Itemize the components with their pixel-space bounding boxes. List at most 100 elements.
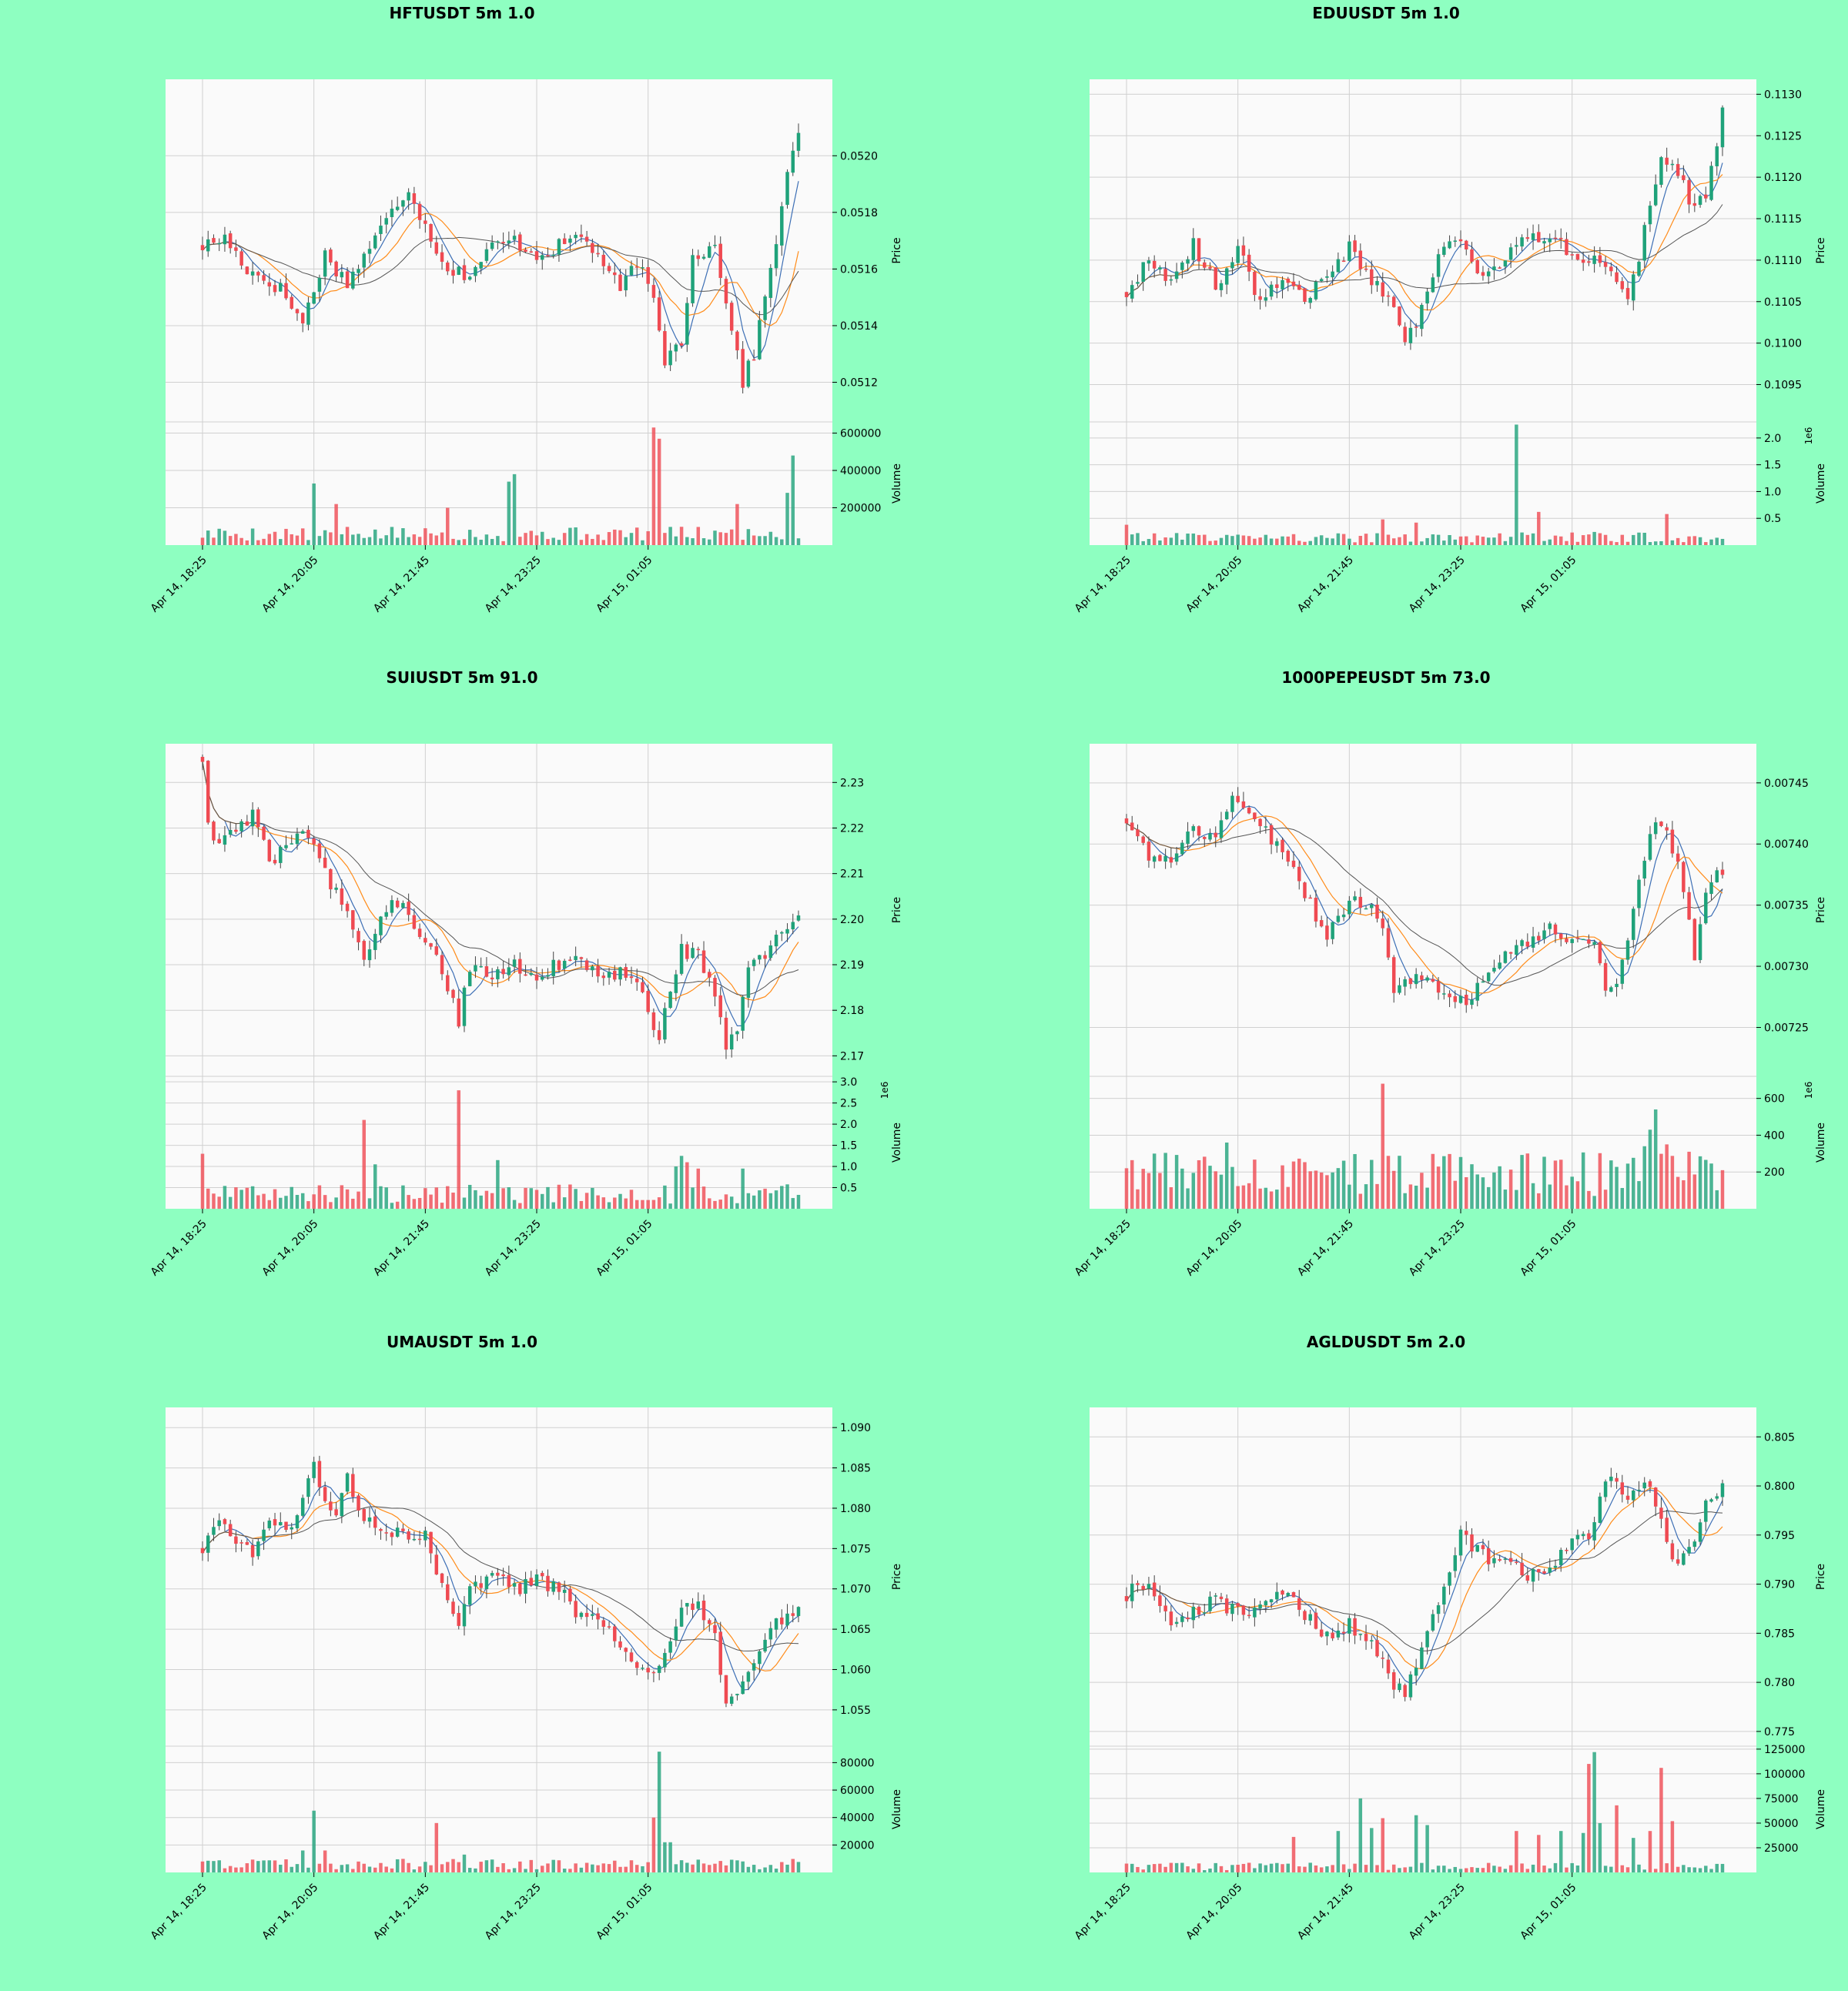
volume-axis-label: Volume — [1815, 463, 1827, 504]
volume-bar — [1136, 1866, 1140, 1872]
candle-body — [440, 1573, 444, 1584]
candle-body — [1264, 297, 1268, 301]
volume-bar — [1548, 1868, 1552, 1872]
candle-body — [479, 1583, 483, 1588]
volume-bar — [1420, 1862, 1424, 1872]
volume-bar — [1720, 1170, 1725, 1209]
candle-body — [1341, 914, 1346, 918]
candle-body — [624, 967, 628, 978]
volume-bar — [245, 1187, 249, 1209]
candle-body — [641, 982, 644, 992]
candle-body — [763, 296, 767, 320]
candle-body — [634, 1661, 639, 1668]
candle-body — [607, 972, 611, 978]
volume-bar — [1136, 1189, 1140, 1209]
candle-body — [1453, 996, 1458, 1002]
volume-bar — [1575, 541, 1580, 545]
candle-body — [1558, 237, 1563, 239]
candle-body — [1481, 1544, 1485, 1550]
candle-body — [267, 839, 272, 862]
candle-body — [641, 1668, 644, 1669]
volume-bar — [501, 540, 505, 545]
volume-bar — [329, 1863, 333, 1872]
volume-bar — [284, 1196, 288, 1209]
candle-body — [1398, 306, 1401, 326]
candle-body — [1692, 919, 1697, 961]
volume-bar — [1453, 539, 1458, 545]
volume-tick-label: 1.5 — [1764, 460, 1781, 472]
candle-body — [1275, 284, 1279, 288]
volume-bar — [696, 527, 701, 545]
volume-bar — [501, 1188, 505, 1209]
volume-bar — [1398, 1156, 1401, 1209]
candle-body — [1174, 1621, 1179, 1625]
candle-body — [758, 320, 762, 360]
volume-bar — [674, 1166, 678, 1209]
candle-body — [657, 297, 661, 331]
candle-body — [1486, 972, 1491, 982]
candle-body — [357, 269, 360, 273]
candle-body — [1186, 1617, 1190, 1620]
volume-bar — [1508, 537, 1513, 545]
volume-bar — [534, 535, 539, 545]
volume-bar — [217, 1196, 221, 1209]
volume-bar — [373, 1164, 377, 1209]
moving-average-5 — [202, 1484, 799, 1691]
volume-bar — [1637, 1864, 1641, 1872]
candle-body — [496, 969, 500, 979]
candle-body — [379, 916, 383, 935]
candle-body — [1381, 918, 1384, 929]
price-tick-label: 0.1130 — [1764, 89, 1802, 101]
volume-bar — [1642, 1146, 1646, 1209]
candle-body — [1632, 274, 1635, 301]
candle-body — [1152, 260, 1157, 269]
volume-bar — [1709, 539, 1713, 545]
candle-body — [1208, 1596, 1212, 1611]
candle-body — [1130, 1583, 1134, 1601]
candle-body — [1386, 1659, 1391, 1674]
volume-bar — [1642, 532, 1646, 545]
volume-bar — [1236, 1865, 1240, 1872]
chart-panel-hftusdt: HFTUSDT 5m 1.0 0.0512 0.0514 0.0516 0.0518 0… — [149, 4, 903, 615]
volume-bar — [1525, 534, 1530, 545]
price-tick-label: 0.0512 — [840, 377, 878, 390]
candle-body — [541, 1573, 544, 1577]
volume-bar — [312, 1194, 316, 1209]
candle-body — [390, 209, 394, 217]
volume-bar — [679, 527, 684, 545]
volume-bar — [1163, 537, 1167, 545]
moving-average-5 — [202, 761, 799, 1026]
candle-body — [613, 1626, 617, 1641]
volume-bar — [1381, 1083, 1384, 1209]
candle-body — [591, 243, 594, 253]
candle-body — [596, 965, 600, 977]
volume-bar — [1370, 1828, 1374, 1872]
candle-body — [546, 975, 550, 977]
price-tick-label: 2.17 — [840, 1050, 864, 1062]
volume-bar — [1230, 536, 1234, 545]
candle-body — [1420, 305, 1424, 330]
candle-body — [1141, 262, 1145, 282]
candle-body — [367, 949, 372, 961]
volume-bar — [424, 1188, 427, 1209]
volume-bar — [668, 1203, 672, 1209]
volume-bar — [1253, 1868, 1257, 1872]
plot-area — [1090, 1407, 1756, 1872]
volume-bar — [1341, 1864, 1346, 1872]
candle-body — [1498, 1559, 1502, 1561]
volume-bar — [512, 1868, 517, 1872]
volume-bar — [1598, 1153, 1602, 1209]
volume-tick-label: 200 — [1764, 1166, 1785, 1179]
volume-bar — [1130, 1863, 1134, 1872]
candle-body — [256, 1541, 260, 1557]
candle-body — [1386, 295, 1391, 297]
volume-bar — [1180, 1862, 1184, 1872]
candle-body — [484, 1576, 489, 1590]
volume-bar — [340, 1185, 344, 1209]
volume-bar — [1537, 1193, 1541, 1209]
candle-body — [1537, 1569, 1541, 1573]
candle-body — [1375, 1640, 1379, 1657]
candle-body — [1370, 904, 1374, 908]
candle-body — [1331, 1632, 1334, 1638]
volume-bar — [529, 1188, 534, 1209]
